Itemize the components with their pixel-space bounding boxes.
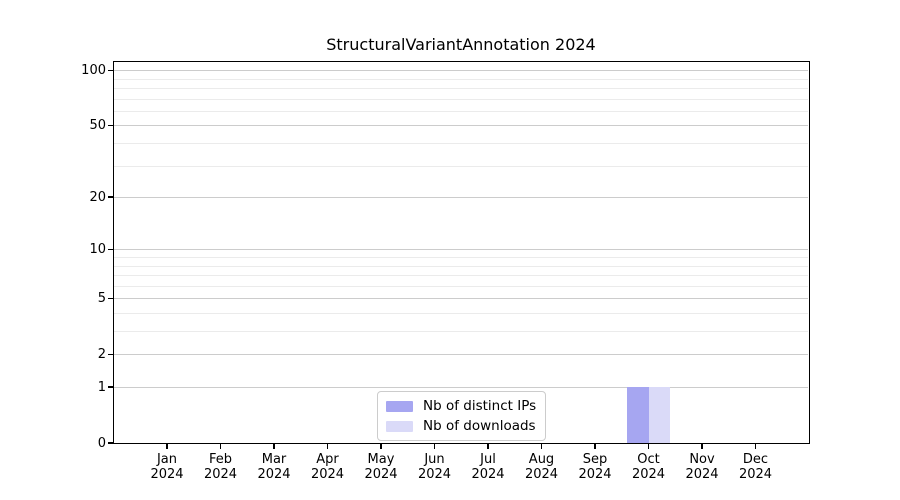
legend-swatch-downloads <box>386 420 413 432</box>
x-axis-tick-label: Apr 2024 <box>310 452 345 482</box>
y-tick-mark <box>108 442 113 444</box>
y-axis-tick-label: 2 <box>97 346 106 362</box>
gridline-minor <box>114 312 808 314</box>
x-tick-mark <box>219 444 222 449</box>
gridline-minor <box>114 285 808 287</box>
gridline-minor <box>114 165 808 167</box>
y-axis-tick-label: 1 <box>97 379 106 395</box>
y-axis-tick-label: 100 <box>81 62 106 78</box>
x-axis-tick-label: Jan 2024 <box>150 452 184 482</box>
x-axis-tick-label: Jul 2024 <box>471 452 505 482</box>
gridline-minor <box>114 110 808 112</box>
y-axis-tick-label: 10 <box>89 241 106 257</box>
x-tick-mark <box>487 444 489 449</box>
x-axis-tick-label: Feb 2024 <box>203 452 238 482</box>
x-axis-tick-label: Aug 2024 <box>524 452 559 482</box>
y-tick-mark <box>108 196 113 198</box>
gridline-minor <box>114 98 808 100</box>
gridline-major <box>114 70 808 72</box>
x-axis-tick-label: Oct 2024 <box>631 452 666 482</box>
x-tick-mark <box>540 444 543 449</box>
x-tick-mark <box>594 444 596 449</box>
x-axis-tick-label: Sep 2024 <box>578 452 612 482</box>
gridline-minor <box>114 142 808 144</box>
gridline-minor <box>114 275 808 276</box>
y-tick-mark <box>108 124 113 126</box>
y-tick-mark <box>108 297 113 299</box>
x-tick-mark <box>754 444 757 449</box>
y-tick-mark <box>108 386 113 388</box>
x-tick-mark <box>166 444 168 449</box>
gridline-minor <box>114 265 808 267</box>
legend-label-downloads: Nb of downloads <box>423 418 536 434</box>
y-axis-tick-label: 20 <box>89 189 106 205</box>
y-tick-mark <box>108 69 113 71</box>
gridline-major <box>114 125 808 127</box>
y-tick-mark <box>108 353 113 355</box>
gridline-minor <box>114 87 808 89</box>
x-tick-mark <box>647 444 650 449</box>
legend-item-downloads: Nb of downloads <box>386 418 536 434</box>
x-tick-mark <box>433 444 436 449</box>
x-tick-mark <box>380 444 382 449</box>
gridline-minor <box>114 78 808 80</box>
legend-label-distinct-ips: Nb of distinct IPs <box>423 398 537 414</box>
legend: Nb of distinct IPs Nb of downloads <box>377 391 547 441</box>
x-axis-tick-label: Jun 2024 <box>417 452 452 482</box>
gridline-major <box>114 354 808 356</box>
y-axis-tick-label: 5 <box>97 290 106 306</box>
plot-area <box>113 61 810 444</box>
y-axis-tick-label: 50 <box>89 117 106 133</box>
y-axis-tick-label: 0 <box>97 435 106 451</box>
x-tick-mark <box>701 444 703 449</box>
gridline-major <box>114 298 808 300</box>
bar-downloads <box>648 387 670 443</box>
gridline-minor <box>114 256 808 258</box>
bar-distinct-ips <box>627 387 649 443</box>
y-tick-mark <box>108 248 113 250</box>
x-axis-tick-label: May 2024 <box>364 452 398 482</box>
x-tick-mark <box>273 444 275 449</box>
chart-title: StructuralVariantAnnotation 2024 <box>326 35 596 54</box>
gridline-minor <box>114 331 808 332</box>
gridline-major <box>114 387 808 388</box>
legend-swatch-distinct-ips <box>386 400 413 412</box>
x-axis-tick-label: Nov 2024 <box>685 452 719 482</box>
x-axis-tick-label: Mar 2024 <box>257 452 291 482</box>
gridline-major <box>114 249 808 251</box>
legend-item-distinct-ips: Nb of distinct IPs <box>386 398 536 414</box>
gridline-major <box>114 197 808 198</box>
x-tick-mark <box>326 444 329 449</box>
x-axis-tick-label: Dec 2024 <box>738 452 773 482</box>
